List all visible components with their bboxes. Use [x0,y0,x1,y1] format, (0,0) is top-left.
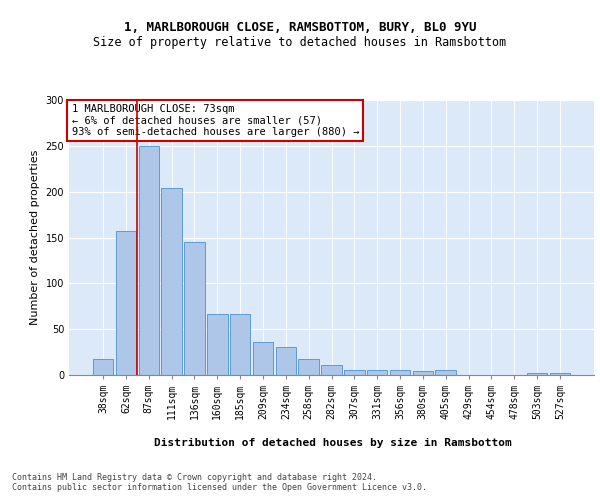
Bar [390,370,410,375]
Bar [161,188,182,375]
Bar [413,372,433,375]
Bar [184,242,205,375]
Bar [367,370,388,375]
Text: Contains HM Land Registry data © Crown copyright and database right 2024.
Contai: Contains HM Land Registry data © Crown c… [12,473,427,492]
Bar [93,358,113,375]
Bar [298,360,319,375]
Bar [527,373,547,375]
Text: 1, MARLBOROUGH CLOSE, RAMSBOTTOM, BURY, BL0 9YU: 1, MARLBOROUGH CLOSE, RAMSBOTTOM, BURY, … [124,21,476,34]
Text: Size of property relative to detached houses in Ramsbottom: Size of property relative to detached ho… [94,36,506,49]
Bar [116,231,136,375]
Bar [321,365,342,375]
Text: Distribution of detached houses by size in Ramsbottom: Distribution of detached houses by size … [154,438,512,448]
Bar [344,370,365,375]
Bar [207,314,227,375]
Bar [253,342,273,375]
Bar [550,373,570,375]
Bar [436,370,456,375]
Bar [230,314,250,375]
Bar [139,146,159,375]
Text: 1 MARLBOROUGH CLOSE: 73sqm
← 6% of detached houses are smaller (57)
93% of semi-: 1 MARLBOROUGH CLOSE: 73sqm ← 6% of detac… [71,104,359,138]
Bar [275,346,296,375]
Y-axis label: Number of detached properties: Number of detached properties [30,150,40,325]
